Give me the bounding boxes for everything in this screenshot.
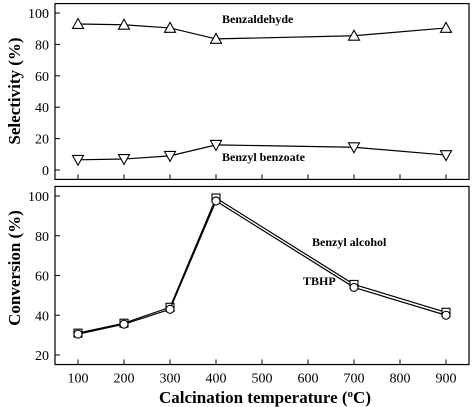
x-axis-title-suffix: C)	[353, 388, 371, 407]
bottom-y-tick-label: 80	[35, 230, 49, 245]
top-y-tick-label: 20	[35, 133, 49, 148]
tbhp-point	[441, 310, 451, 320]
x-axis-title-main: Calcination temperature (	[159, 388, 348, 407]
benzyl-benzoate-point	[71, 154, 85, 167]
x-tick-label: 800	[390, 372, 411, 387]
bottom-y-axis-title: Conversion (%)	[5, 210, 24, 326]
bottom-plot-frame	[54, 185, 470, 366]
top-y-tick-label: 60	[35, 70, 49, 85]
x-tick-label: 100	[68, 372, 89, 387]
selectivity-chart: 0 20 40 60 80 100	[28, 2, 470, 181]
benzyl-alcohol-line	[77, 197, 447, 334]
top-y-tick-label: 40	[35, 101, 49, 116]
benzaldehyde-point	[163, 21, 177, 33]
x-axis-title-superscript: o	[348, 388, 354, 400]
tbhp-point	[165, 304, 175, 314]
label-benzyl-alcohol: Benzyl alcohol	[312, 235, 387, 249]
bottom-y-tick-label: 60	[35, 270, 49, 285]
x-tick-label: 700	[344, 372, 365, 387]
tbhp-line	[77, 200, 447, 335]
x-tick-label: 300	[160, 372, 181, 387]
tbhp-point	[73, 329, 83, 339]
benzyl-benzoate-line	[77, 144, 447, 161]
label-benzyl-benzoate: Benzyl benzoate	[222, 150, 306, 164]
benzyl-benzoate-point	[439, 150, 453, 162]
x-tick-label: 400	[206, 372, 227, 387]
benzaldehyde-point	[347, 29, 361, 41]
label-benzaldehyde: Benzaldehyde	[222, 12, 294, 26]
tbhp-point	[349, 282, 359, 292]
benzyl-benzoate-point	[117, 154, 131, 166]
x-tick-label: 900	[436, 372, 457, 387]
benzaldehyde-point	[209, 32, 223, 44]
top-y-tick-label: 0	[42, 164, 49, 179]
x-tick-label: 500	[252, 372, 273, 387]
benzaldehyde-line	[77, 23, 447, 40]
x-axis-title: Calcination temperature (oC)	[159, 388, 371, 407]
bottom-y-tick-label: 20	[35, 349, 49, 364]
x-tick-label: 200	[114, 372, 135, 387]
bottom-y-tick-label: 40	[35, 309, 49, 324]
x-tick-label: 600	[298, 372, 319, 387]
benzaldehyde-point	[117, 18, 131, 30]
top-y-tick-label: 100	[28, 7, 49, 22]
tbhp-point	[211, 196, 221, 206]
benzyl-benzoate-point	[209, 139, 223, 152]
tbhp-point	[119, 319, 129, 329]
bottom-y-tick-label: 100	[28, 190, 49, 205]
top-y-axis-title: Selectivity (%)	[5, 37, 24, 144]
conversion-chart: 20 40 60 80 100 100 200 300 400 500 600 700 800 900	[28, 185, 470, 387]
top-y-tick-label: 80	[35, 38, 49, 53]
benzyl-benzoate-point	[347, 142, 361, 154]
benzaldehyde-point	[439, 21, 453, 33]
label-tbhp: TBHP	[303, 274, 336, 288]
benzyl-benzoate-point	[163, 150, 177, 163]
benzaldehyde-point	[71, 17, 85, 29]
